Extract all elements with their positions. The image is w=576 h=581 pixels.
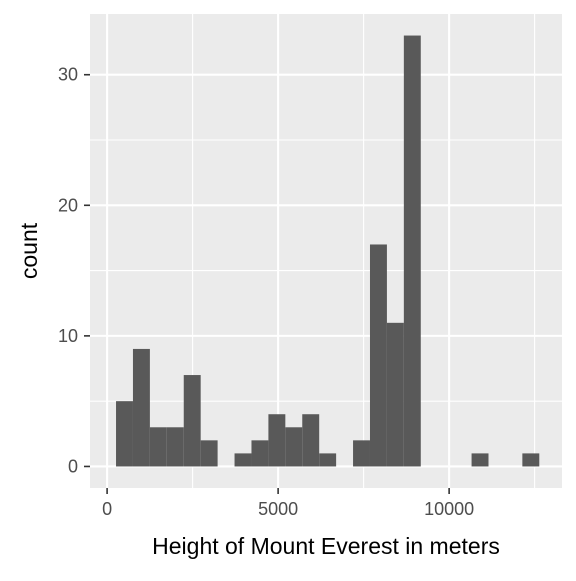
histogram-bar [302,414,320,467]
histogram-bar [285,427,303,467]
y-tick-label: 30 [58,65,78,85]
histogram-bar [149,427,167,467]
histogram-bar [234,453,252,467]
histogram-bar [522,453,540,467]
histogram-bar [166,427,184,467]
y-tick-label: 0 [68,456,78,476]
histogram-bar [386,322,404,467]
histogram-bars [116,35,540,467]
histogram-bar [116,401,133,467]
y-axis-title: count [16,222,42,279]
histogram-bar [132,348,150,467]
x-axis: 0 5000 10000 [102,488,474,519]
histogram-bar [369,244,387,467]
histogram-bar [200,440,218,467]
y-axis: 0 10 20 30 [58,65,90,476]
histogram-bar [268,414,286,467]
x-tick-label: 10000 [424,499,474,519]
plot-panel [90,14,562,488]
histogram-bar [403,35,421,467]
histogram-bar [251,440,269,467]
y-tick-label: 20 [58,195,78,215]
y-tick-label: 10 [58,326,78,346]
x-tick-label: 5000 [258,499,298,519]
histogram-bar [183,375,201,467]
x-axis-title: Height of Mount Everest in meters [152,533,500,559]
histogram-bar [353,440,370,467]
histogram-bar [471,453,489,467]
histogram-bar [319,453,337,467]
x-tick-label: 0 [102,499,112,519]
